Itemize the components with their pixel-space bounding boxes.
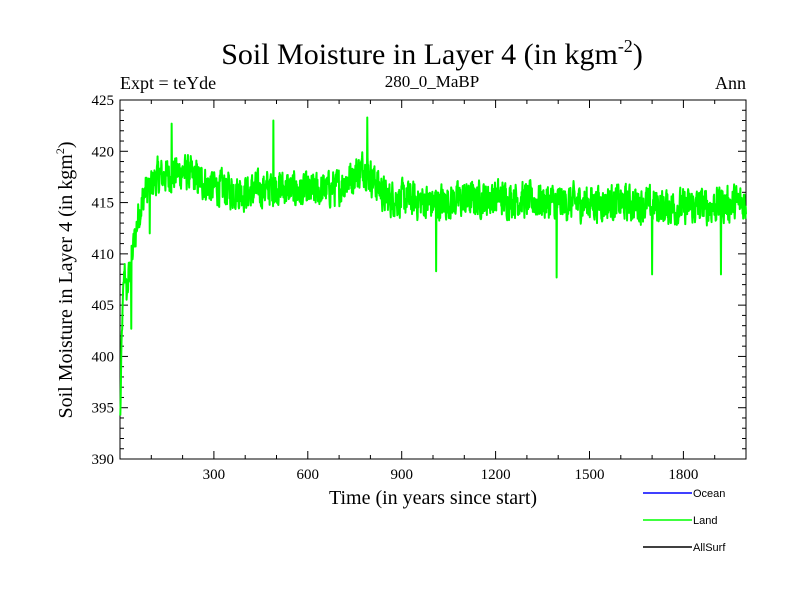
y-tick-label: 400 [92,349,115,365]
chart-title: Soil Moisture in Layer 4 (in kgm-2) [221,36,643,71]
subtitle-center: 280_0_MaBP [385,72,479,91]
series-group [119,116,747,416]
y-tick-label: 420 [92,144,115,160]
x-tick-label: 1500 [575,467,605,483]
legend: Ocean Land AllSurf [643,488,726,554]
plot-area [119,99,747,460]
y-axis: 390 395 400 405 410 415 420 425 [92,93,746,468]
y-tick-label: 395 [92,401,115,417]
y-tick-label: 425 [92,93,115,109]
x-axis: 300 600 900 1200 1500 1800 [150,100,716,483]
subtitle-left: Expt = teYde [120,73,216,93]
series-line-land [119,116,747,416]
legend-label-land: Land [693,515,717,527]
x-tick-label: 1200 [481,467,511,483]
subtitle-right: Ann [715,73,746,93]
legend-label-allsurf: AllSurf [693,542,726,554]
x-tick-label: 900 [390,467,413,483]
y-axis-label: Soil Moisture in Layer 4 (in kgm2) [53,141,77,418]
x-tick-label: 300 [203,467,226,483]
y-tick-label: 415 [92,196,115,212]
y-tick-label: 410 [92,247,115,263]
x-tick-label: 600 [297,467,320,483]
y-tick-label: 390 [92,452,115,468]
y-tick-label: 405 [92,298,115,314]
x-axis-label: Time (in years since start) [329,487,537,509]
legend-label-ocean: Ocean [693,488,725,500]
x-tick-label: 1800 [668,467,698,483]
